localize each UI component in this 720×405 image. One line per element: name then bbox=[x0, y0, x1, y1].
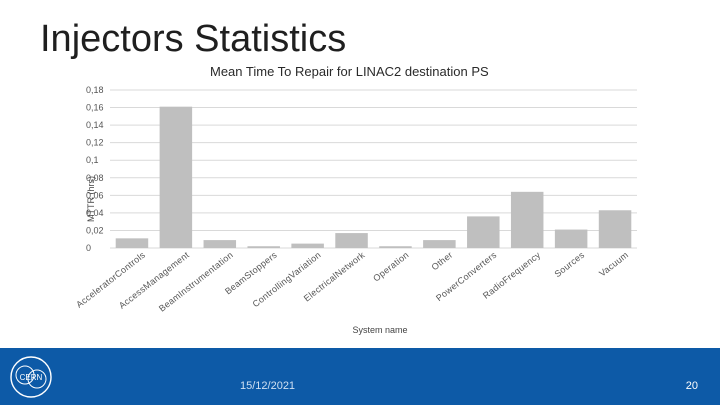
x-category-label: BeamInstrumentation bbox=[157, 250, 235, 314]
y-axis-ticks: 0 0,02 0,04 0,06 0,08 0,1 0,12 0,14 0,16 0,18 bbox=[86, 85, 104, 253]
x-category-label: Vacuum bbox=[597, 250, 630, 279]
bars bbox=[115, 106, 632, 248]
x-category-label: AcceleratorControls bbox=[74, 250, 147, 310]
footer-bar: CERN 15/12/2021 20 bbox=[0, 348, 720, 405]
bar-powerconverters bbox=[467, 216, 500, 248]
y-tick-label: 0,16 bbox=[86, 103, 104, 113]
x-axis-title: System name bbox=[352, 325, 407, 335]
y-tick-label: 0,02 bbox=[86, 225, 104, 235]
y-tick-label: 0,1 bbox=[86, 155, 99, 165]
y-tick-label: 0,14 bbox=[86, 120, 104, 130]
y-tick-label: 0 bbox=[86, 243, 91, 253]
svg-text:CERN: CERN bbox=[20, 373, 43, 382]
bar-other bbox=[423, 240, 456, 248]
y-tick-label: 0,12 bbox=[86, 138, 104, 148]
bar-vacuum bbox=[598, 210, 632, 248]
y-tick-label: 0,08 bbox=[86, 173, 104, 183]
chart-title: Mean Time To Repair for LINAC2 destinati… bbox=[210, 64, 489, 79]
bar-sources bbox=[554, 229, 588, 248]
cern-logo-icon: CERN bbox=[10, 356, 52, 398]
bar-beaminstrumentation bbox=[203, 240, 237, 248]
gridlines bbox=[110, 89, 637, 249]
slide-title: Injectors Statistics bbox=[40, 18, 347, 60]
x-category-label: Other bbox=[430, 250, 455, 273]
bar-acceleratorcontrols bbox=[115, 238, 149, 248]
footer-date: 15/12/2021 bbox=[240, 380, 296, 392]
x-category-label: Sources bbox=[553, 250, 587, 280]
bar-radiofrequency bbox=[510, 191, 544, 248]
bar-controllingvariation bbox=[291, 243, 324, 248]
x-axis-categories: AcceleratorControlsAccessManagementBeamI… bbox=[74, 250, 630, 314]
page-number: 20 bbox=[685, 380, 698, 392]
bar-operation bbox=[379, 246, 412, 248]
bar-chart: 0 0,02 0,04 0,06 0,08 0,1 0,12 0,14 0,16 0,18 Acc… bbox=[74, 85, 637, 335]
bar-beamstoppers bbox=[247, 246, 280, 248]
y-tick-label: 0,04 bbox=[86, 208, 104, 218]
bar-accessmanagement bbox=[159, 106, 193, 248]
y-axis-title: MTTR (hrs) bbox=[86, 176, 96, 222]
x-category-label: Operation bbox=[371, 250, 410, 284]
y-tick-label: 0,06 bbox=[86, 190, 104, 200]
y-tick-label: 0,18 bbox=[86, 85, 104, 95]
bar-electricalnetwork bbox=[335, 233, 368, 248]
